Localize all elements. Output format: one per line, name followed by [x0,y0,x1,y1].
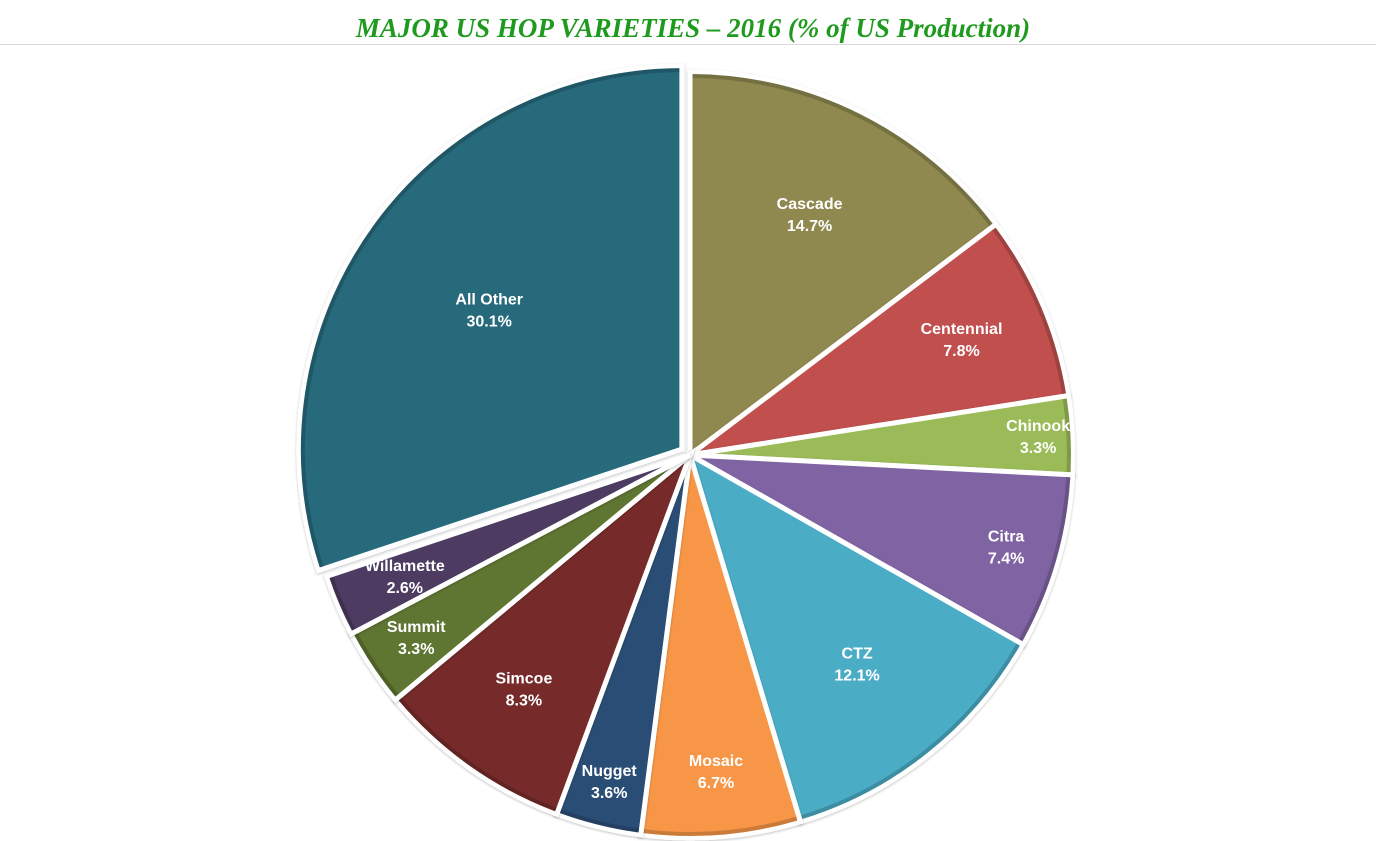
slice-label-mosaic: Mosaic [689,753,743,770]
slice-value-summit: 3.3% [398,641,434,658]
slice-label-citra: Citra [988,529,1025,546]
slice-label-cascade: Cascade [777,196,843,213]
slice-label-all-other: All Other [455,291,523,308]
slice-label-simcoe: Simcoe [495,670,552,687]
slice-value-ctz: 12.1% [834,668,879,685]
slice-label-summit: Summit [387,619,446,636]
slice-value-all-other: 30.1% [467,313,512,330]
slice-value-mosaic: 6.7% [698,775,734,792]
slice-label-centennial: Centennial [921,321,1003,338]
slice-value-cascade: 14.7% [787,218,832,235]
chart-title: MAJOR US HOP VARIETIES – 2016 (% of US P… [355,13,1031,43]
title-divider [0,44,1376,45]
slice-label-chinook: Chinook [1006,418,1070,435]
pie-slices [296,63,1076,841]
slice-value-citra: 7.4% [988,551,1024,568]
slice-label-nugget: Nugget [582,763,638,780]
slice-value-simcoe: 8.3% [506,692,542,709]
slice-value-chinook: 3.3% [1020,440,1056,457]
slice-label-willamette: Willamette [365,558,445,575]
slice-value-nugget: 3.6% [591,785,627,802]
slice-value-centennial: 7.8% [943,343,979,360]
pie-labels: Cascade 14.7% Centennial 7.8% Chinook 3.3% Cit… [365,196,1070,802]
slice-label-ctz: CTZ [842,646,873,663]
slice-value-willamette: 2.6% [387,580,423,597]
